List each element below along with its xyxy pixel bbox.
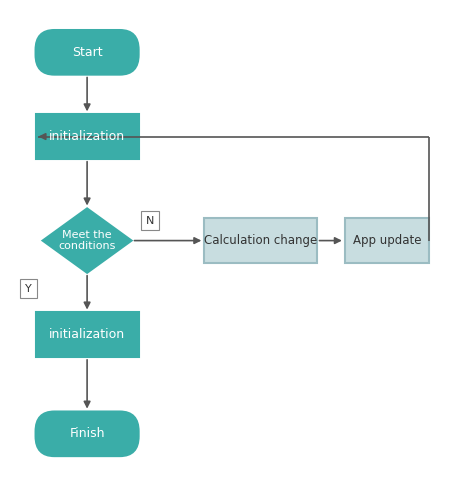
FancyBboxPatch shape [345, 218, 429, 263]
Text: Meet the
conditions: Meet the conditions [58, 230, 116, 252]
Text: Start: Start [72, 46, 102, 59]
FancyBboxPatch shape [204, 218, 317, 263]
FancyBboxPatch shape [36, 411, 138, 456]
FancyBboxPatch shape [141, 211, 159, 230]
Text: initialization: initialization [49, 130, 125, 143]
Text: Calculation change: Calculation change [204, 234, 317, 247]
Text: App update: App update [353, 234, 421, 247]
Text: Y: Y [25, 284, 32, 294]
FancyBboxPatch shape [19, 279, 37, 298]
FancyBboxPatch shape [36, 30, 138, 75]
Text: N: N [146, 216, 155, 226]
Polygon shape [43, 208, 132, 273]
Text: Finish: Finish [69, 427, 105, 440]
Text: initialization: initialization [49, 328, 125, 341]
FancyBboxPatch shape [36, 114, 138, 159]
FancyBboxPatch shape [36, 313, 138, 357]
